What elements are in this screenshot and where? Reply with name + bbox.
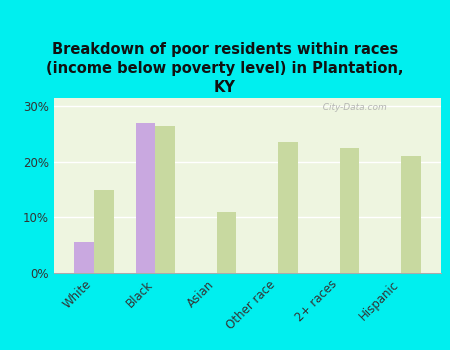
- Bar: [401, 156, 421, 273]
- Text: City-Data.com: City-Data.com: [317, 103, 387, 112]
- Bar: [340, 148, 359, 273]
- Bar: [136, 123, 155, 273]
- Bar: [74, 243, 94, 273]
- Bar: [278, 142, 298, 273]
- Bar: [94, 190, 113, 273]
- Text: Breakdown of poor residents within races
(income below poverty level) in Plantat: Breakdown of poor residents within races…: [46, 42, 404, 96]
- Bar: [155, 126, 175, 273]
- Bar: [217, 212, 236, 273]
